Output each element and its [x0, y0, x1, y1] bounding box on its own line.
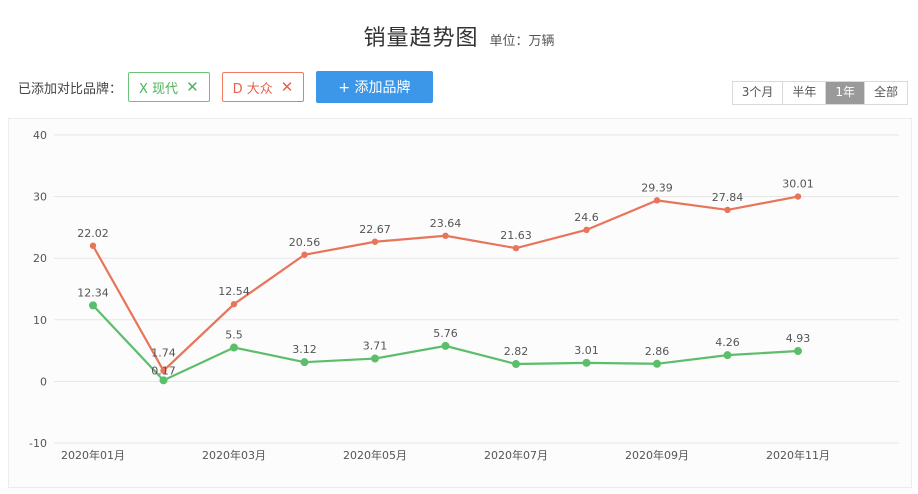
- data-point[interactable]: [441, 341, 450, 350]
- data-label: 21.63: [500, 229, 532, 242]
- data-label: 23.64: [430, 217, 462, 230]
- data-label: 5.76: [433, 327, 458, 340]
- data-label: 22.02: [77, 227, 109, 240]
- x-tick-label: 2020年05月: [343, 448, 407, 462]
- y-axis: -10 0 10 20 30 40: [29, 129, 47, 450]
- data-label: 1.74: [151, 347, 176, 360]
- y-tick-label: 10: [33, 314, 47, 327]
- chart-title-bar: 销量趋势图 单位：万辆: [0, 20, 918, 52]
- x-tick-label: 2020年09月: [625, 448, 689, 462]
- data-point[interactable]: [300, 358, 309, 367]
- time-range-selector: 3个月 半年 1年 全部: [731, 81, 908, 105]
- data-label: 27.84: [712, 191, 744, 204]
- y-tick-label: -10: [29, 437, 47, 450]
- brand-tag-label: X 现代: [139, 81, 179, 97]
- data-label: 2.86: [645, 345, 670, 358]
- chart-area: -10 0 10 20 30 40 2020年01月 2020年03月 2020年05月 202…: [8, 118, 912, 488]
- close-icon[interactable]: ✕: [186, 78, 199, 96]
- page-title: 销量趋势图: [363, 26, 479, 51]
- data-point[interactable]: [583, 226, 590, 234]
- data-point[interactable]: [371, 354, 379, 363]
- range-all[interactable]: 全部: [864, 82, 907, 104]
- data-point[interactable]: [582, 358, 591, 367]
- data-point[interactable]: [89, 242, 97, 249]
- unit-label: 单位：万辆: [489, 34, 555, 49]
- data-label: 2.82: [504, 345, 529, 358]
- range-1-year[interactable]: 1年: [826, 82, 865, 104]
- data-point[interactable]: [301, 251, 308, 258]
- data-point[interactable]: [160, 367, 167, 374]
- series-group: 22.02 1.74 12.54 20.56 22.67 23.64 21.63 24.6 29…: [77, 178, 814, 385]
- x-tick-label: 2020年11月: [766, 448, 830, 462]
- data-point[interactable]: [230, 343, 238, 352]
- compare-brands-label: 已添加对比品牌：: [18, 81, 123, 97]
- data-point[interactable]: [653, 197, 661, 204]
- grid-lines: [54, 134, 899, 444]
- data-point[interactable]: [371, 238, 379, 245]
- x-axis: 2020年01月 2020年03月 2020年05月 2020年07月 2020年09月…: [61, 448, 830, 462]
- data-label: 29.39: [641, 181, 673, 194]
- data-label: 3.12: [292, 343, 317, 356]
- data-label: 24.6: [574, 211, 599, 224]
- data-label: 4.93: [786, 332, 811, 345]
- data-point[interactable]: [159, 376, 168, 385]
- brand-toolbar: 已添加对比品牌： X 现代 ✕ D 大众 ✕ + 添加品牌: [18, 71, 433, 103]
- data-label: 12.54: [218, 285, 250, 298]
- y-tick-label: 0: [40, 375, 47, 388]
- data-label: 3.01: [574, 344, 599, 357]
- data-label: 20.56: [289, 236, 321, 249]
- data-point[interactable]: [794, 347, 802, 356]
- data-point[interactable]: [230, 300, 238, 308]
- x-tick-label: 2020年03月: [202, 448, 266, 462]
- close-icon[interactable]: ✕: [280, 78, 294, 96]
- data-point[interactable]: [723, 351, 732, 360]
- data-label: 5.5: [225, 329, 243, 342]
- brand-tag-label: D 大众: [232, 81, 273, 97]
- range-half-year[interactable]: 半年: [783, 82, 827, 104]
- y-tick-label: 40: [33, 129, 47, 142]
- data-point[interactable]: [512, 244, 520, 252]
- data-point[interactable]: [653, 359, 661, 368]
- data-label: 3.71: [363, 340, 388, 353]
- data-label: 0.17: [151, 364, 176, 377]
- x-tick-label: 2020年07月: [484, 448, 548, 462]
- data-label: 12.34: [77, 286, 109, 299]
- data-label: 22.67: [359, 223, 391, 236]
- y-tick-label: 30: [33, 191, 47, 204]
- data-point[interactable]: [89, 301, 97, 310]
- brand-tag-hyundai[interactable]: X 现代 ✕: [128, 72, 210, 102]
- data-point[interactable]: [442, 232, 449, 239]
- add-brand-button[interactable]: + 添加品牌: [316, 71, 433, 103]
- data-point[interactable]: [512, 360, 520, 369]
- x-tick-label: 2020年01月: [61, 448, 125, 462]
- data-point[interactable]: [724, 206, 731, 214]
- y-tick-label: 20: [33, 252, 47, 265]
- data-label: 30.01: [782, 178, 814, 191]
- data-point[interactable]: [794, 193, 802, 200]
- range-3-months[interactable]: 3个月: [732, 82, 784, 104]
- brand-tag-volkswagen[interactable]: D 大众 ✕: [221, 72, 305, 102]
- data-label: 4.26: [715, 336, 740, 349]
